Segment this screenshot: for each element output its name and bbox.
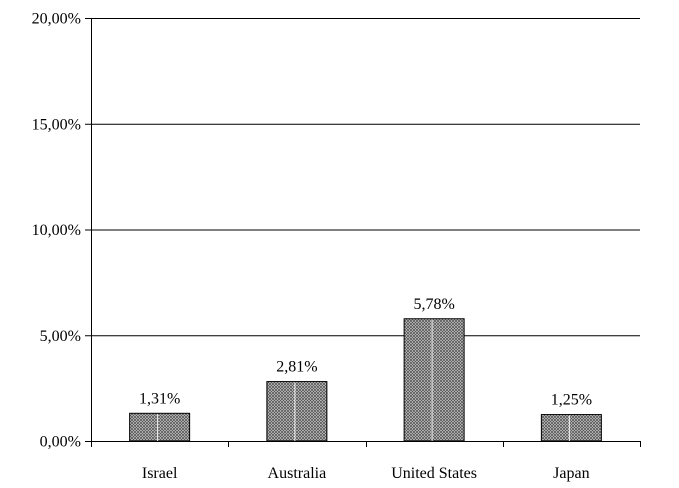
data-label: 2,81%: [276, 359, 317, 376]
y-tick-label: 10,00%: [32, 222, 81, 239]
axes: [85, 18, 641, 447]
data-label: 1,25%: [551, 392, 592, 409]
x-category-label: Israel: [142, 465, 178, 482]
gridlines: [91, 18, 640, 337]
y-tick-label: 5,00%: [40, 328, 81, 345]
y-tick-label: 20,00%: [32, 11, 81, 28]
data-label: 5,78%: [413, 296, 454, 313]
labels: 0,00% 5,00% 10,00% 15,00% 20,00% 1,31% Israel 2…: [32, 11, 592, 483]
bar-israel: [129, 412, 191, 442]
bar-united-states: [403, 318, 465, 442]
bars: [129, 318, 602, 442]
y-tick-label: 0,00%: [40, 434, 81, 451]
x-category-label: Australia: [268, 465, 327, 482]
y-tick-label: 15,00%: [32, 116, 81, 133]
x-category-label: United States: [391, 465, 477, 482]
bar-australia: [266, 381, 328, 442]
x-category-label: Japan: [553, 465, 589, 482]
bar-japan: [540, 414, 602, 442]
data-label: 1,31%: [139, 390, 180, 407]
